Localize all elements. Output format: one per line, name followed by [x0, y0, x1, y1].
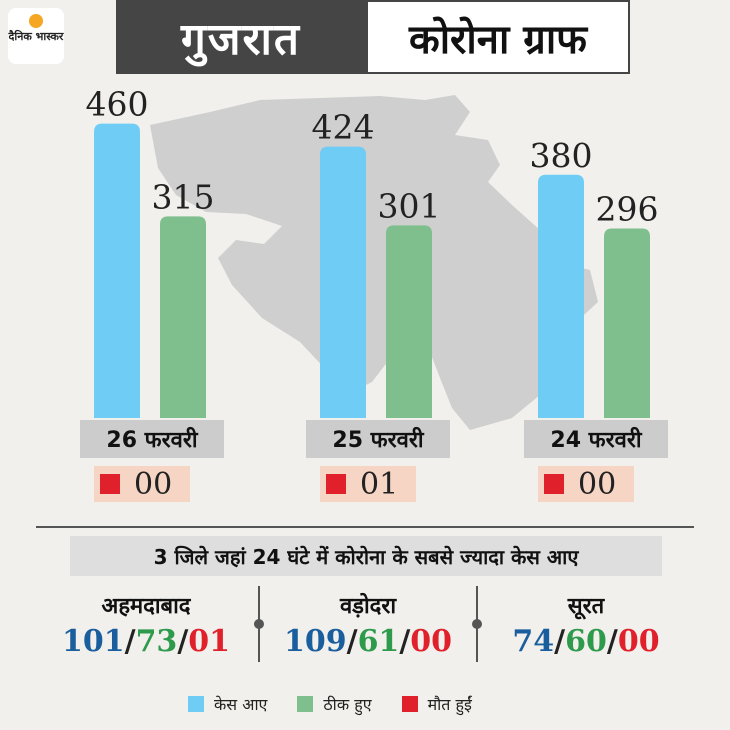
legend-swatch	[297, 696, 314, 712]
stat-separator: /	[606, 624, 618, 659]
stat-separator: /	[554, 624, 566, 659]
district-name: वड़ोदरा	[339, 594, 397, 619]
recovered-value-label: 315	[152, 177, 215, 216]
separator-line	[36, 526, 694, 528]
legend-item: मौत हुईं	[401, 692, 472, 716]
district-cases: 109	[283, 624, 347, 659]
district-stats: 101/73/01	[36, 624, 256, 659]
stat-separator: /	[177, 624, 189, 659]
state-title: गुजरात	[116, 0, 366, 74]
legend-item: केस आए	[188, 692, 267, 716]
recovered-bar	[386, 225, 432, 418]
legend-swatch	[401, 696, 418, 712]
recovered-bar	[160, 216, 206, 418]
deaths-value: 01	[360, 466, 399, 502]
deaths-value: 00	[134, 466, 173, 502]
divider-dot	[472, 619, 482, 629]
deaths-box: 00	[538, 466, 634, 502]
date-label: 26 फरवरी	[80, 420, 224, 458]
cases-bar	[320, 146, 366, 418]
recovered-bar	[604, 228, 650, 418]
district-deaths: 00	[410, 624, 453, 659]
district-recovered: 73	[135, 624, 178, 659]
district-recovered: 61	[357, 624, 400, 659]
district-stats: 109/61/00	[258, 624, 478, 659]
deaths-box: 01	[320, 466, 416, 502]
legend-swatch	[188, 696, 204, 712]
deaths-box: 00	[94, 466, 190, 502]
dainik-bhaskar-logo: दैनिक भास्कर	[8, 8, 64, 64]
deaths-value: 00	[578, 466, 617, 502]
legend-label: मौत हुईं	[427, 695, 472, 714]
district-name: अहमदाबाद	[101, 594, 191, 619]
logo-text: दैनिक भास्कर	[8, 30, 64, 43]
cases-value-label: 460	[86, 85, 149, 124]
deaths-marker	[544, 474, 564, 494]
district-deaths: 01	[188, 624, 231, 659]
cases-bar	[538, 174, 584, 418]
legend-label: केस आए	[214, 695, 268, 714]
cases-value-label: 380	[530, 136, 593, 175]
sun-icon	[29, 14, 43, 28]
district-deaths: 00	[617, 624, 660, 659]
recovered-value-label: 296	[596, 190, 659, 229]
deaths-marker	[100, 474, 120, 494]
graph-title: कोरोना ग्राफ	[366, 0, 630, 74]
recovered-value-label: 301	[378, 186, 441, 225]
divider-dot	[254, 619, 264, 629]
legend-item: ठीक हुए	[297, 692, 372, 716]
district-name: सूरत	[567, 594, 605, 619]
cases-value-label: 424	[312, 108, 375, 147]
date-label: 24 फरवरी	[524, 420, 668, 458]
legend: केस आए ठीक हुए मौत हुईं	[188, 692, 472, 716]
legend-label: ठीक हुए	[323, 695, 372, 714]
district-stats: 74/60/00	[476, 624, 696, 659]
stat-separator: /	[346, 624, 358, 659]
cases-bar	[94, 123, 140, 418]
stat-separator: /	[124, 624, 136, 659]
deaths-marker	[326, 474, 346, 494]
date-label: 25 फरवरी	[306, 420, 450, 458]
district-cases: 101	[61, 624, 125, 659]
districts-title: 3 जिले जहां 24 घंटे में कोरोना के सबसे ज…	[70, 536, 662, 576]
district-recovered: 60	[565, 624, 607, 659]
stat-separator: /	[399, 624, 411, 659]
district-cases: 74	[512, 624, 555, 659]
